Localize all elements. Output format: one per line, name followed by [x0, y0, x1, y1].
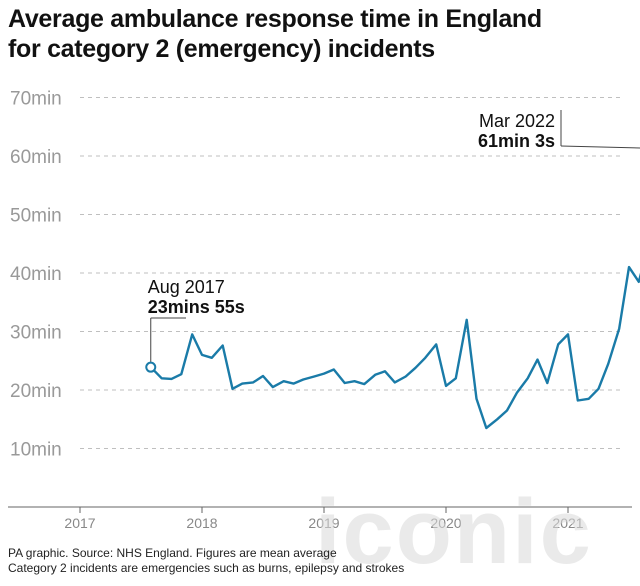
- annotation-value-start: 23mins 55s: [148, 297, 245, 317]
- series-line: [149, 265, 640, 430]
- footer-notes: PA graphic. Source: NHS England. Figures…: [8, 546, 404, 576]
- watermark-text: iconic: [315, 481, 593, 583]
- x-tick-label: 2017: [64, 515, 95, 531]
- x-tick-label: 2020: [430, 515, 461, 531]
- y-tick-label: 10min: [10, 440, 62, 461]
- y-tick-label: 40min: [10, 264, 62, 285]
- title-line-1: Average ambulance response time in Engla…: [8, 5, 542, 33]
- y-tick-label: 30min: [10, 323, 62, 344]
- y-tick-label: 60min: [10, 147, 62, 168]
- x-tick-label: 2019: [308, 515, 339, 531]
- y-tick-label: 20min: [10, 381, 62, 402]
- annotation-value-end: 61min 3s: [478, 131, 555, 151]
- y-tick-label: 70min: [10, 89, 62, 110]
- annotation-marker-start: [145, 361, 157, 373]
- annotation-date-start: Aug 2017: [148, 277, 225, 297]
- footer-source-line: PA graphic. Source: NHS England. Figures…: [8, 546, 337, 560]
- annotation-date-end: Mar 2022: [479, 111, 555, 131]
- chart-title: Average ambulance response time in Engla…: [8, 4, 628, 64]
- x-tick-label: 2018: [186, 515, 217, 531]
- x-tick-label: 2021: [552, 515, 583, 531]
- y-tick-label: 50min: [10, 206, 62, 227]
- annotation-connector-end: [560, 145, 640, 149]
- title-line-2: for category 2 (emergency) incidents: [8, 35, 435, 63]
- footer-definition-line: Category 2 incidents are emergencies suc…: [8, 561, 405, 575]
